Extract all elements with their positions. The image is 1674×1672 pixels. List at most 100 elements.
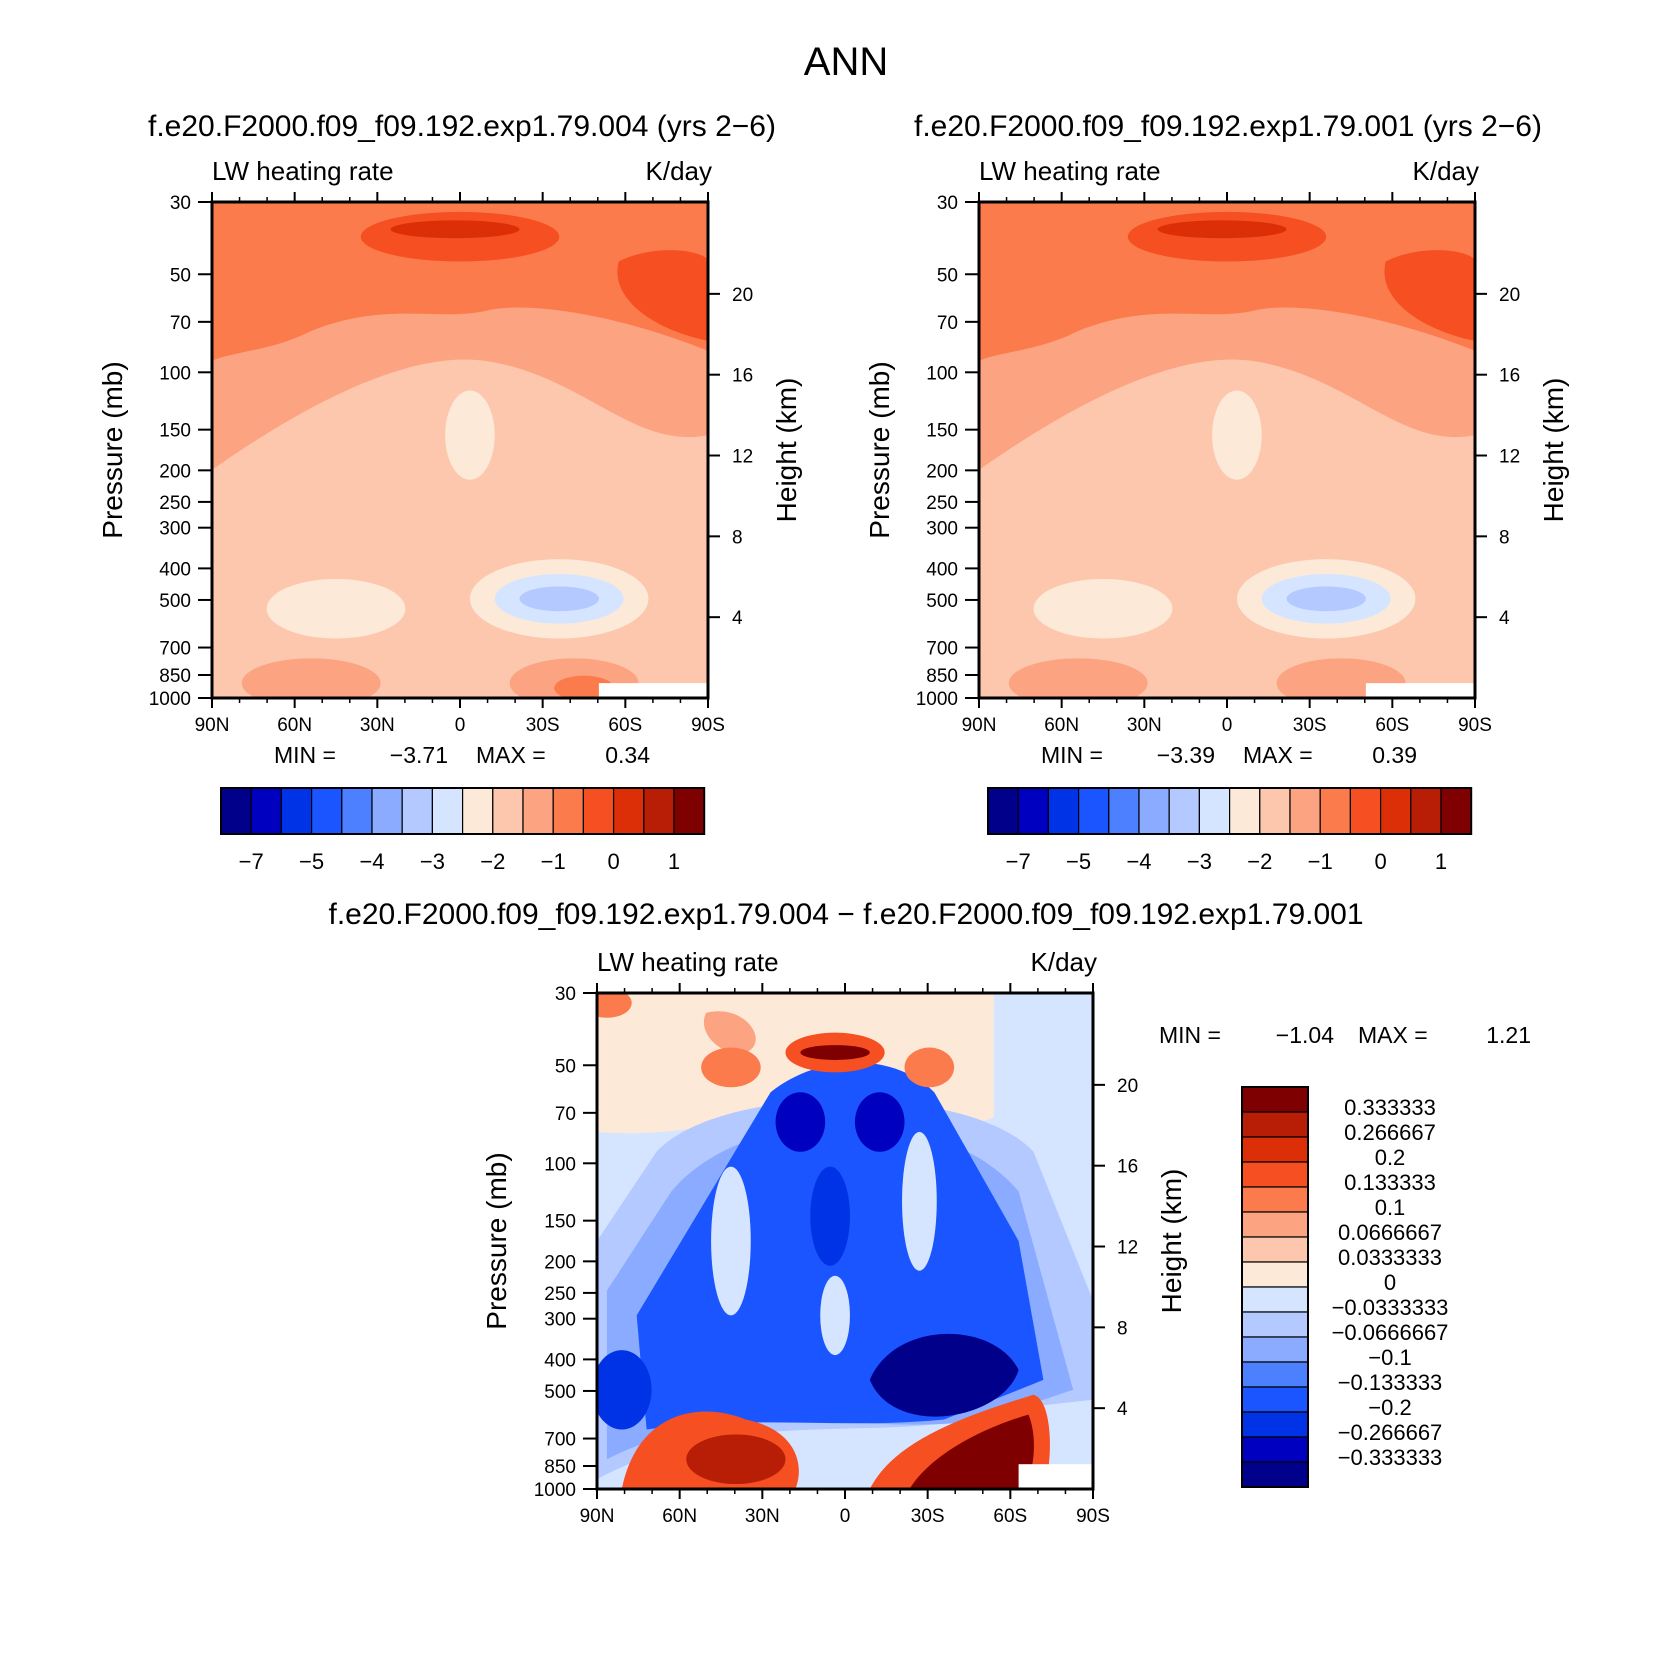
sh-cool-2 (1286, 586, 1366, 612)
colorbar-swatch (1241, 1186, 1309, 1213)
x-tick-label: 90S (1458, 715, 1492, 736)
colorbar-right: −7 −5 −4 −3 −2 −1 0 1 (987, 787, 1473, 874)
min-value-diff: −1.04 (1276, 1022, 1334, 1048)
colorbar-swatch (1241, 1261, 1309, 1288)
x-tick-label: 30N (360, 715, 395, 736)
axes-left: 90N 60N 30N 0 30S 60S 90S 30 50 70 100 150 200 250 300… (149, 192, 753, 736)
eq-weak-cool (820, 1275, 850, 1356)
sh-tropopause-warm (904, 1047, 955, 1088)
axes-diff: 90N 60N 30N 0 30S 60S 90S 30 50 70 100 150 200 250 300… (534, 983, 1138, 1527)
colorbar-swatch (1108, 787, 1140, 835)
height-tick-label: 8 (1117, 1318, 1128, 1339)
colorbar-swatch (673, 787, 705, 835)
x-tick-label: 60S (608, 715, 642, 736)
height-tick-label: 8 (732, 527, 743, 548)
y-tick-label: 250 (926, 493, 958, 514)
colorbar-swatch (1440, 787, 1472, 835)
run-title-diff: f.e20.F2000.f09_f09.192.exp1.79.004 − f.… (328, 898, 1363, 931)
y-tick-label: 700 (926, 639, 958, 660)
y-tick-label: 30 (555, 984, 576, 1005)
y-tick-label: 100 (544, 1154, 576, 1175)
y-tick-label: 400 (159, 559, 191, 580)
colorbar-swatch (1241, 1136, 1309, 1163)
min-label-left: MIN = (274, 742, 336, 768)
colorbar-swatch (1241, 1411, 1309, 1438)
y-tick-label: 70 (937, 313, 958, 334)
y-tick-label: 500 (159, 591, 191, 612)
colorbar-swatch (1241, 1211, 1309, 1238)
colorbar-level-label: 0.266667 (1344, 1120, 1436, 1145)
figure-title: ANN (804, 40, 888, 84)
colorbar-swatch (1241, 1286, 1309, 1313)
y-tick-label: 100 (926, 363, 958, 384)
max-value-diff: 1.21 (1486, 1022, 1531, 1048)
contour-field-diff (597, 993, 1093, 1489)
colorbar-swatch (1198, 787, 1231, 835)
x-tick-label: 60N (277, 715, 312, 736)
colorbar-tick-label: −5 (1066, 849, 1091, 874)
y-tick-label: 100 (159, 363, 191, 384)
colorbar-level-label: −0.0666667 (1332, 1320, 1449, 1345)
colorbar-swatch (582, 787, 615, 835)
x-tick-label: 30N (745, 1506, 780, 1527)
y-tick-label: 1000 (916, 689, 958, 710)
colorbar-swatch (462, 787, 494, 835)
sh-low-cool (869, 1333, 1019, 1417)
var-label-left: LW heating rate (212, 156, 394, 186)
colorbar-swatch (492, 787, 524, 835)
height-tick-label: 16 (732, 366, 753, 387)
nh-tropopause-cool (775, 1092, 826, 1152)
colorbar-swatch (1168, 787, 1200, 835)
colorbar-swatch (643, 787, 675, 835)
colorbar-swatch (1241, 1336, 1309, 1363)
colorbar-tick-label: −2 (1247, 849, 1272, 874)
colorbar-level-label: −0.2 (1368, 1395, 1411, 1420)
y-tick-label: 400 (544, 1350, 576, 1371)
colorbar-swatch (401, 787, 434, 835)
missing-data (1365, 683, 1475, 698)
panel-left: f.e20.F2000.f09_f09.192.exp1.79.004 (yrs… (97, 110, 802, 874)
height-tick-label: 4 (732, 608, 743, 629)
x-tick-label: 90S (1076, 1506, 1110, 1527)
max-value-left: 0.34 (605, 742, 650, 768)
y-tick-label: 700 (159, 639, 191, 660)
upper-core (212, 202, 708, 361)
colorbar-swatch (1241, 1461, 1309, 1488)
x-tick-label: 30S (526, 715, 560, 736)
colorbar-swatch (1138, 787, 1170, 835)
colorbar-tick-label: −2 (480, 849, 505, 874)
y-tick-label: 850 (926, 666, 958, 687)
y-tick-label: 50 (937, 265, 958, 286)
nh-weak-cool (711, 1166, 751, 1316)
colorbar-left: −7 −5 −4 −3 −2 −1 0 1 (220, 787, 706, 874)
y-tick-label: 150 (159, 421, 191, 442)
y-tick-label: 500 (926, 591, 958, 612)
height-tick-label: 20 (732, 285, 753, 306)
colorbar-swatch (341, 787, 373, 835)
colorbar-diff: 0.3333330.2666670.20.1333330.10.06666670… (1241, 1086, 1449, 1488)
y-tick-label: 850 (544, 1457, 576, 1478)
y-tick-label: 200 (544, 1252, 576, 1273)
colorbar-swatch (552, 787, 585, 835)
height-tick-label: 16 (1117, 1157, 1138, 1178)
colorbar-tick-label: −7 (1006, 849, 1031, 874)
sh-polar-max (1384, 250, 1475, 341)
x-tick-label: 60N (1044, 715, 1079, 736)
colorbar-swatch (311, 787, 343, 835)
x-tick-label: 60S (993, 1506, 1027, 1527)
sh-cool-2 (519, 586, 599, 612)
colorbar-level-label: 0.2 (1375, 1145, 1406, 1170)
colorbar-tick-label: 0 (1374, 849, 1386, 874)
y-tick-label: 150 (926, 421, 958, 442)
colorbar-level-label: 0.0666667 (1338, 1220, 1442, 1245)
eq-cool-core (810, 1166, 850, 1266)
y-tick-label: 300 (926, 519, 958, 540)
panel-diff: f.e20.F2000.f09_f09.192.exp1.79.004 − f.… (328, 898, 1531, 1527)
height-tick-label: 4 (1499, 608, 1510, 629)
nh-surface-max (1008, 658, 1148, 698)
contour-field-right (979, 202, 1475, 698)
ylabel-right-left: Height (km) (771, 378, 802, 523)
colorbar-swatch (522, 787, 554, 835)
sh-weak-cool (902, 1131, 937, 1271)
